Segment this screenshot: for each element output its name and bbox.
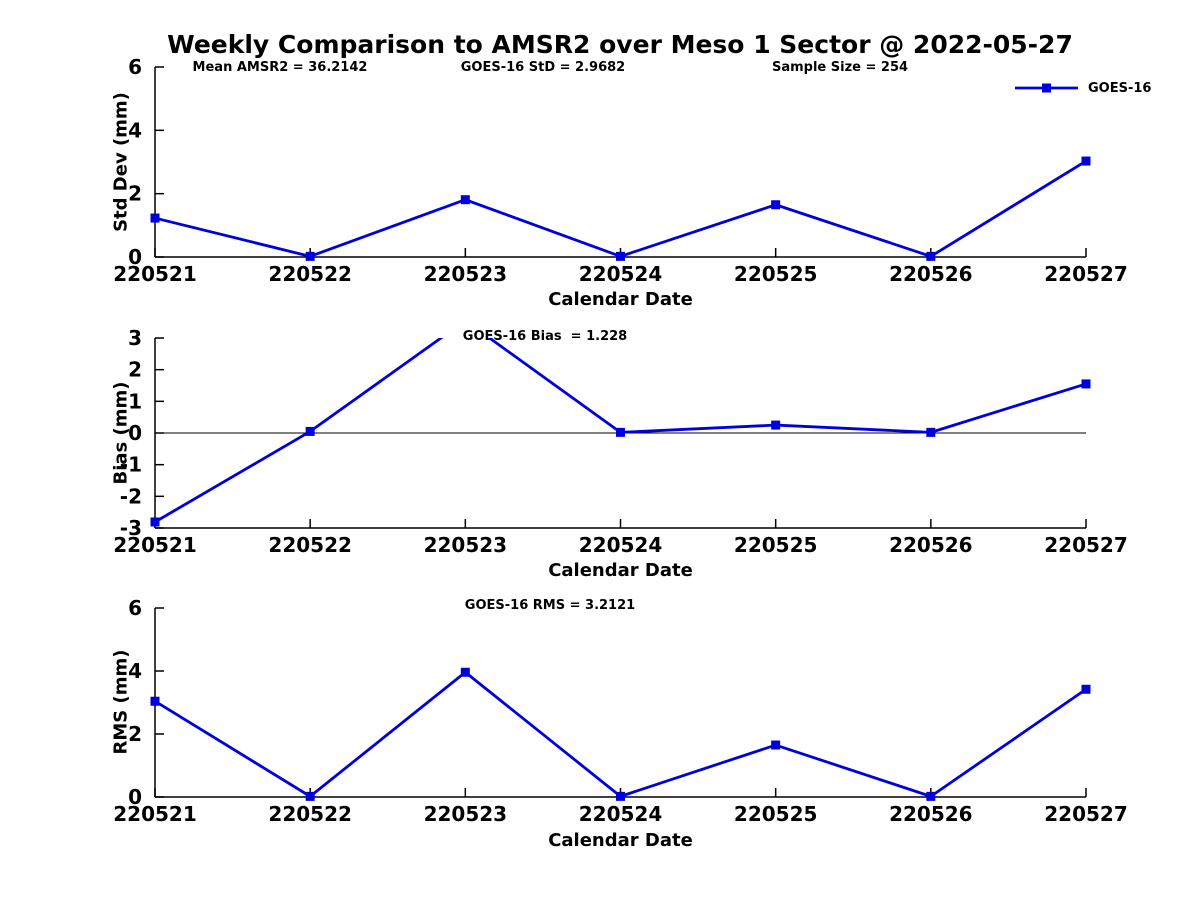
data-point-marker xyxy=(461,316,470,325)
data-point-marker xyxy=(771,740,781,750)
series-line-goes-16 xyxy=(154,670,1087,798)
x-tick-label: 220524 xyxy=(579,533,663,557)
data-point-marker xyxy=(771,420,781,430)
series-line-goes-16 xyxy=(154,159,1087,258)
x-tick-label: 220521 xyxy=(113,262,197,286)
data-point-marker xyxy=(150,213,160,223)
legend-line-marker-icon xyxy=(1015,83,1078,93)
annotation-goes16-std: GOES-16 StD = 2.9682 xyxy=(460,60,626,75)
x-tick-label: 220526 xyxy=(889,533,973,557)
data-point-marker xyxy=(616,427,625,437)
x-tick-label: 220525 xyxy=(734,262,818,286)
x-tick-label: 220523 xyxy=(424,262,508,286)
annotation-goes16-rms: GOES-16 RMS = 3.2121 xyxy=(464,598,636,613)
data-point-marker xyxy=(616,791,625,801)
y-tick-label: 3 xyxy=(128,326,142,350)
x-tick-label: 220527 xyxy=(1044,533,1128,557)
y-tick-label: 2 xyxy=(128,722,142,746)
data-point-marker xyxy=(150,517,160,527)
annotation-mean-amsr2: Mean AMSR2 = 36.2142 xyxy=(192,60,368,75)
legend: GOES-16 xyxy=(1014,80,1151,96)
x-tick-label: 220525 xyxy=(734,533,818,557)
y-tick-label: 6 xyxy=(128,596,142,620)
x-tick-label: 220522 xyxy=(268,262,352,286)
x-tick-label: 220523 xyxy=(424,533,508,557)
x-tick-label: 220525 xyxy=(734,802,818,826)
annotation-sample-size: Sample Size = 254 xyxy=(771,60,909,75)
x-tick-label: 220522 xyxy=(268,802,352,826)
y-tick-label: -2 xyxy=(120,484,142,508)
data-point-marker xyxy=(1081,156,1091,166)
data-point-marker xyxy=(305,791,315,801)
y-tick-label: 2 xyxy=(128,182,142,206)
x-tick-label: 220521 xyxy=(113,533,197,557)
y-tick-label: 0 xyxy=(128,421,142,445)
subplot-bias: -3 -2 -1 0 1 2 3 220521 220522 220523 220524 220525… xyxy=(113,316,1128,557)
x-tick-label: 220526 xyxy=(889,802,973,826)
x-tick-label: 220524 xyxy=(579,262,663,286)
x-tick-label: 220524 xyxy=(579,802,663,826)
y-tick-label: 4 xyxy=(128,118,142,142)
xlabel-std-dev: Calendar Date xyxy=(548,289,693,310)
figure-title: Weekly Comparison to AMSR2 over Meso 1 S… xyxy=(167,30,1073,59)
xlabel-bias: Calendar Date xyxy=(548,560,693,581)
annotation-goes16-bias: GOES-16 Bias = 1.228 xyxy=(462,329,628,344)
data-point-marker xyxy=(305,251,315,261)
x-tick-label: 220522 xyxy=(268,533,352,557)
data-point-marker xyxy=(926,427,936,437)
x-tick-label: 220521 xyxy=(113,802,197,826)
data-point-marker xyxy=(305,426,315,436)
data-point-marker xyxy=(926,251,936,261)
subplot-rms: 0 2 4 6 220521 220522 220523 220524 220525 220526… xyxy=(113,596,1128,826)
y-tick-label: 1 xyxy=(128,389,142,413)
x-tick-label: 220527 xyxy=(1044,262,1128,286)
legend-label: GOES-16 xyxy=(1088,80,1152,96)
data-point-marker xyxy=(150,696,160,706)
x-tick-label: 220523 xyxy=(424,802,508,826)
data-point-marker xyxy=(926,791,936,801)
subplot-std-dev: 0 2 4 6 220521 220522 220523 220524 220525 220526… xyxy=(113,55,1128,286)
data-point-marker xyxy=(771,200,781,210)
data-point-marker xyxy=(1081,684,1091,694)
y-tick-label: -3 xyxy=(120,516,142,540)
y-tick-label: 0 xyxy=(128,785,142,809)
y-tick-label: 0 xyxy=(128,245,142,269)
y-tick-label: 6 xyxy=(128,55,142,79)
series-line-goes-16 xyxy=(154,338,1087,524)
data-point-marker xyxy=(460,667,470,677)
y-tick-label: -1 xyxy=(120,453,142,477)
xlabel-rms: Calendar Date xyxy=(548,830,693,851)
x-tick-label: 220526 xyxy=(889,262,973,286)
y-tick-label: 4 xyxy=(128,659,142,683)
data-point-marker xyxy=(460,195,470,205)
data-point-marker xyxy=(1081,379,1091,389)
y-tick-label: 2 xyxy=(128,358,142,382)
x-tick-label: 220527 xyxy=(1044,802,1128,826)
data-point-marker xyxy=(616,251,625,261)
